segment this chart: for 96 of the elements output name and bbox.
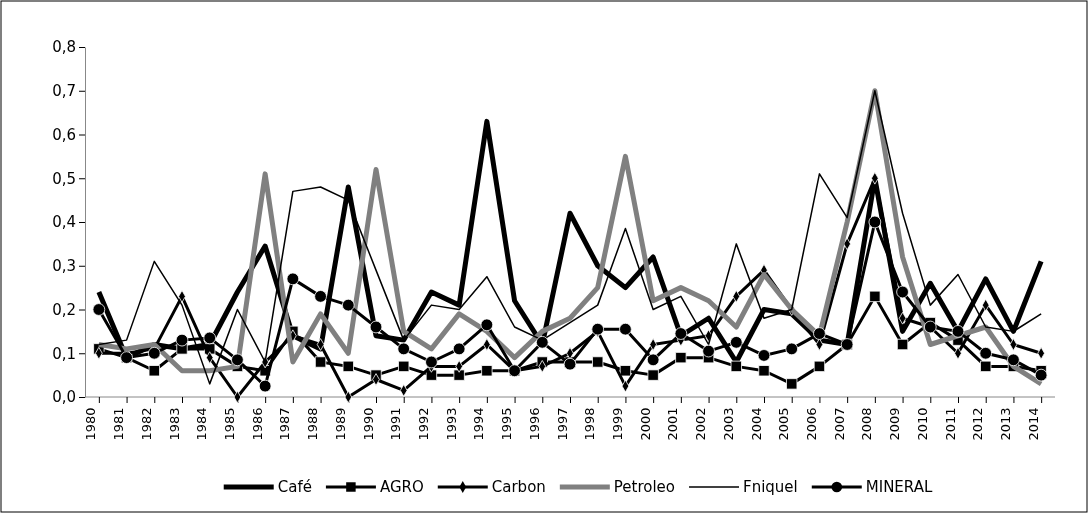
- x-tick-label: 2008: [859, 407, 875, 441]
- x-tick-label: 1986: [249, 407, 265, 441]
- point: [1007, 353, 1020, 367]
- point: [314, 290, 327, 303]
- x-tick-label: 1985: [222, 407, 238, 441]
- x-tick-label: 1995: [499, 407, 515, 441]
- point: [452, 342, 466, 356]
- point: [397, 342, 411, 356]
- x-tick-label: 2012: [970, 407, 986, 441]
- x-tick-label: 2009: [887, 407, 903, 441]
- point: [619, 322, 632, 336]
- legend-label: Carbon: [491, 478, 546, 496]
- point: [813, 327, 826, 340]
- x-tick-label: 2003: [720, 407, 736, 441]
- point: [92, 303, 106, 316]
- point: [480, 318, 494, 332]
- point: [175, 333, 189, 347]
- point: [147, 346, 161, 360]
- point: [757, 349, 771, 362]
- x-tick-label: 1989: [332, 407, 348, 441]
- point: [286, 272, 300, 286]
- x-tick-label: 2001: [665, 407, 681, 441]
- point: [314, 356, 327, 368]
- x-tick-label: 2000: [637, 407, 653, 441]
- y-tick-label: 0,4: [52, 213, 76, 232]
- point: [203, 331, 217, 345]
- point: [868, 215, 882, 229]
- legend-label: Café: [277, 478, 312, 496]
- point: [675, 351, 687, 364]
- y-tick-label: 0,3: [52, 257, 76, 276]
- point: [896, 338, 909, 351]
- legend-label: AGRO: [379, 478, 424, 496]
- point: [979, 346, 993, 360]
- point: [231, 353, 244, 367]
- x-tick-label: 1991: [388, 407, 404, 441]
- point: [342, 360, 354, 373]
- point: [896, 285, 909, 299]
- point: [369, 320, 383, 334]
- point: [730, 360, 742, 373]
- y-tick-label: 0,0: [52, 388, 76, 407]
- x-tick-label: 2006: [804, 407, 820, 441]
- point: [729, 336, 743, 349]
- x-tick-label: 1983: [166, 407, 182, 441]
- point: [647, 369, 659, 381]
- x-tick-label: 1997: [554, 407, 570, 441]
- x-tick-label: 1984: [194, 407, 210, 441]
- x-tick-label: 1982: [138, 407, 154, 441]
- point: [453, 369, 465, 381]
- y-tick-label: 0,1: [52, 344, 76, 363]
- point: [813, 360, 826, 373]
- x-tick-label: 1994: [471, 407, 487, 441]
- x-tick-label: 2002: [693, 407, 709, 441]
- point: [592, 356, 604, 368]
- point: [481, 365, 493, 377]
- point: [869, 290, 881, 303]
- x-tick-label: 1996: [526, 407, 542, 441]
- x-tick-label: 2004: [748, 407, 764, 441]
- y-tick-label: 0,2: [52, 300, 76, 319]
- point: [785, 342, 799, 356]
- x-tick-label: 1981: [111, 407, 127, 441]
- point: [535, 336, 549, 349]
- y-tick-label: 0,8: [52, 38, 76, 57]
- y-tick-label: 0,6: [52, 125, 76, 144]
- legend-label: Petroleo: [613, 478, 676, 496]
- point: [398, 360, 410, 373]
- point: [619, 365, 632, 377]
- x-tick-label: 1980: [83, 407, 99, 441]
- point: [951, 325, 965, 338]
- legend-label: Fniquel: [743, 478, 798, 496]
- y-tick-label: 0,5: [52, 169, 76, 188]
- x-tick-label: 1998: [582, 407, 598, 441]
- point: [1034, 368, 1048, 382]
- point: [980, 360, 992, 373]
- x-tick-label: 2014: [1025, 407, 1041, 441]
- x-tick-label: 2011: [942, 407, 958, 441]
- legend-label: MINERAL: [865, 478, 933, 496]
- point: [646, 353, 660, 367]
- point: [702, 344, 715, 358]
- x-tick-label: 1988: [305, 407, 321, 441]
- y-tick-label: 0,7: [52, 82, 76, 101]
- point: [341, 298, 355, 312]
- x-tick-label: 1992: [416, 407, 432, 441]
- x-tick-label: 2010: [914, 407, 930, 441]
- x-tick-label: 1999: [610, 407, 626, 441]
- point: [786, 378, 798, 390]
- x-tick-label: 2013: [998, 407, 1014, 441]
- point: [148, 365, 160, 377]
- x-tick-label: 2007: [831, 407, 847, 441]
- x-tick-label: 1993: [443, 407, 459, 441]
- point: [425, 355, 438, 369]
- x-tick-label: 1990: [360, 407, 376, 441]
- x-tick-label: 2005: [776, 407, 792, 441]
- point: [258, 379, 272, 393]
- x-tick-label: 1987: [277, 407, 293, 441]
- point: [758, 365, 770, 377]
- point: [674, 327, 688, 340]
